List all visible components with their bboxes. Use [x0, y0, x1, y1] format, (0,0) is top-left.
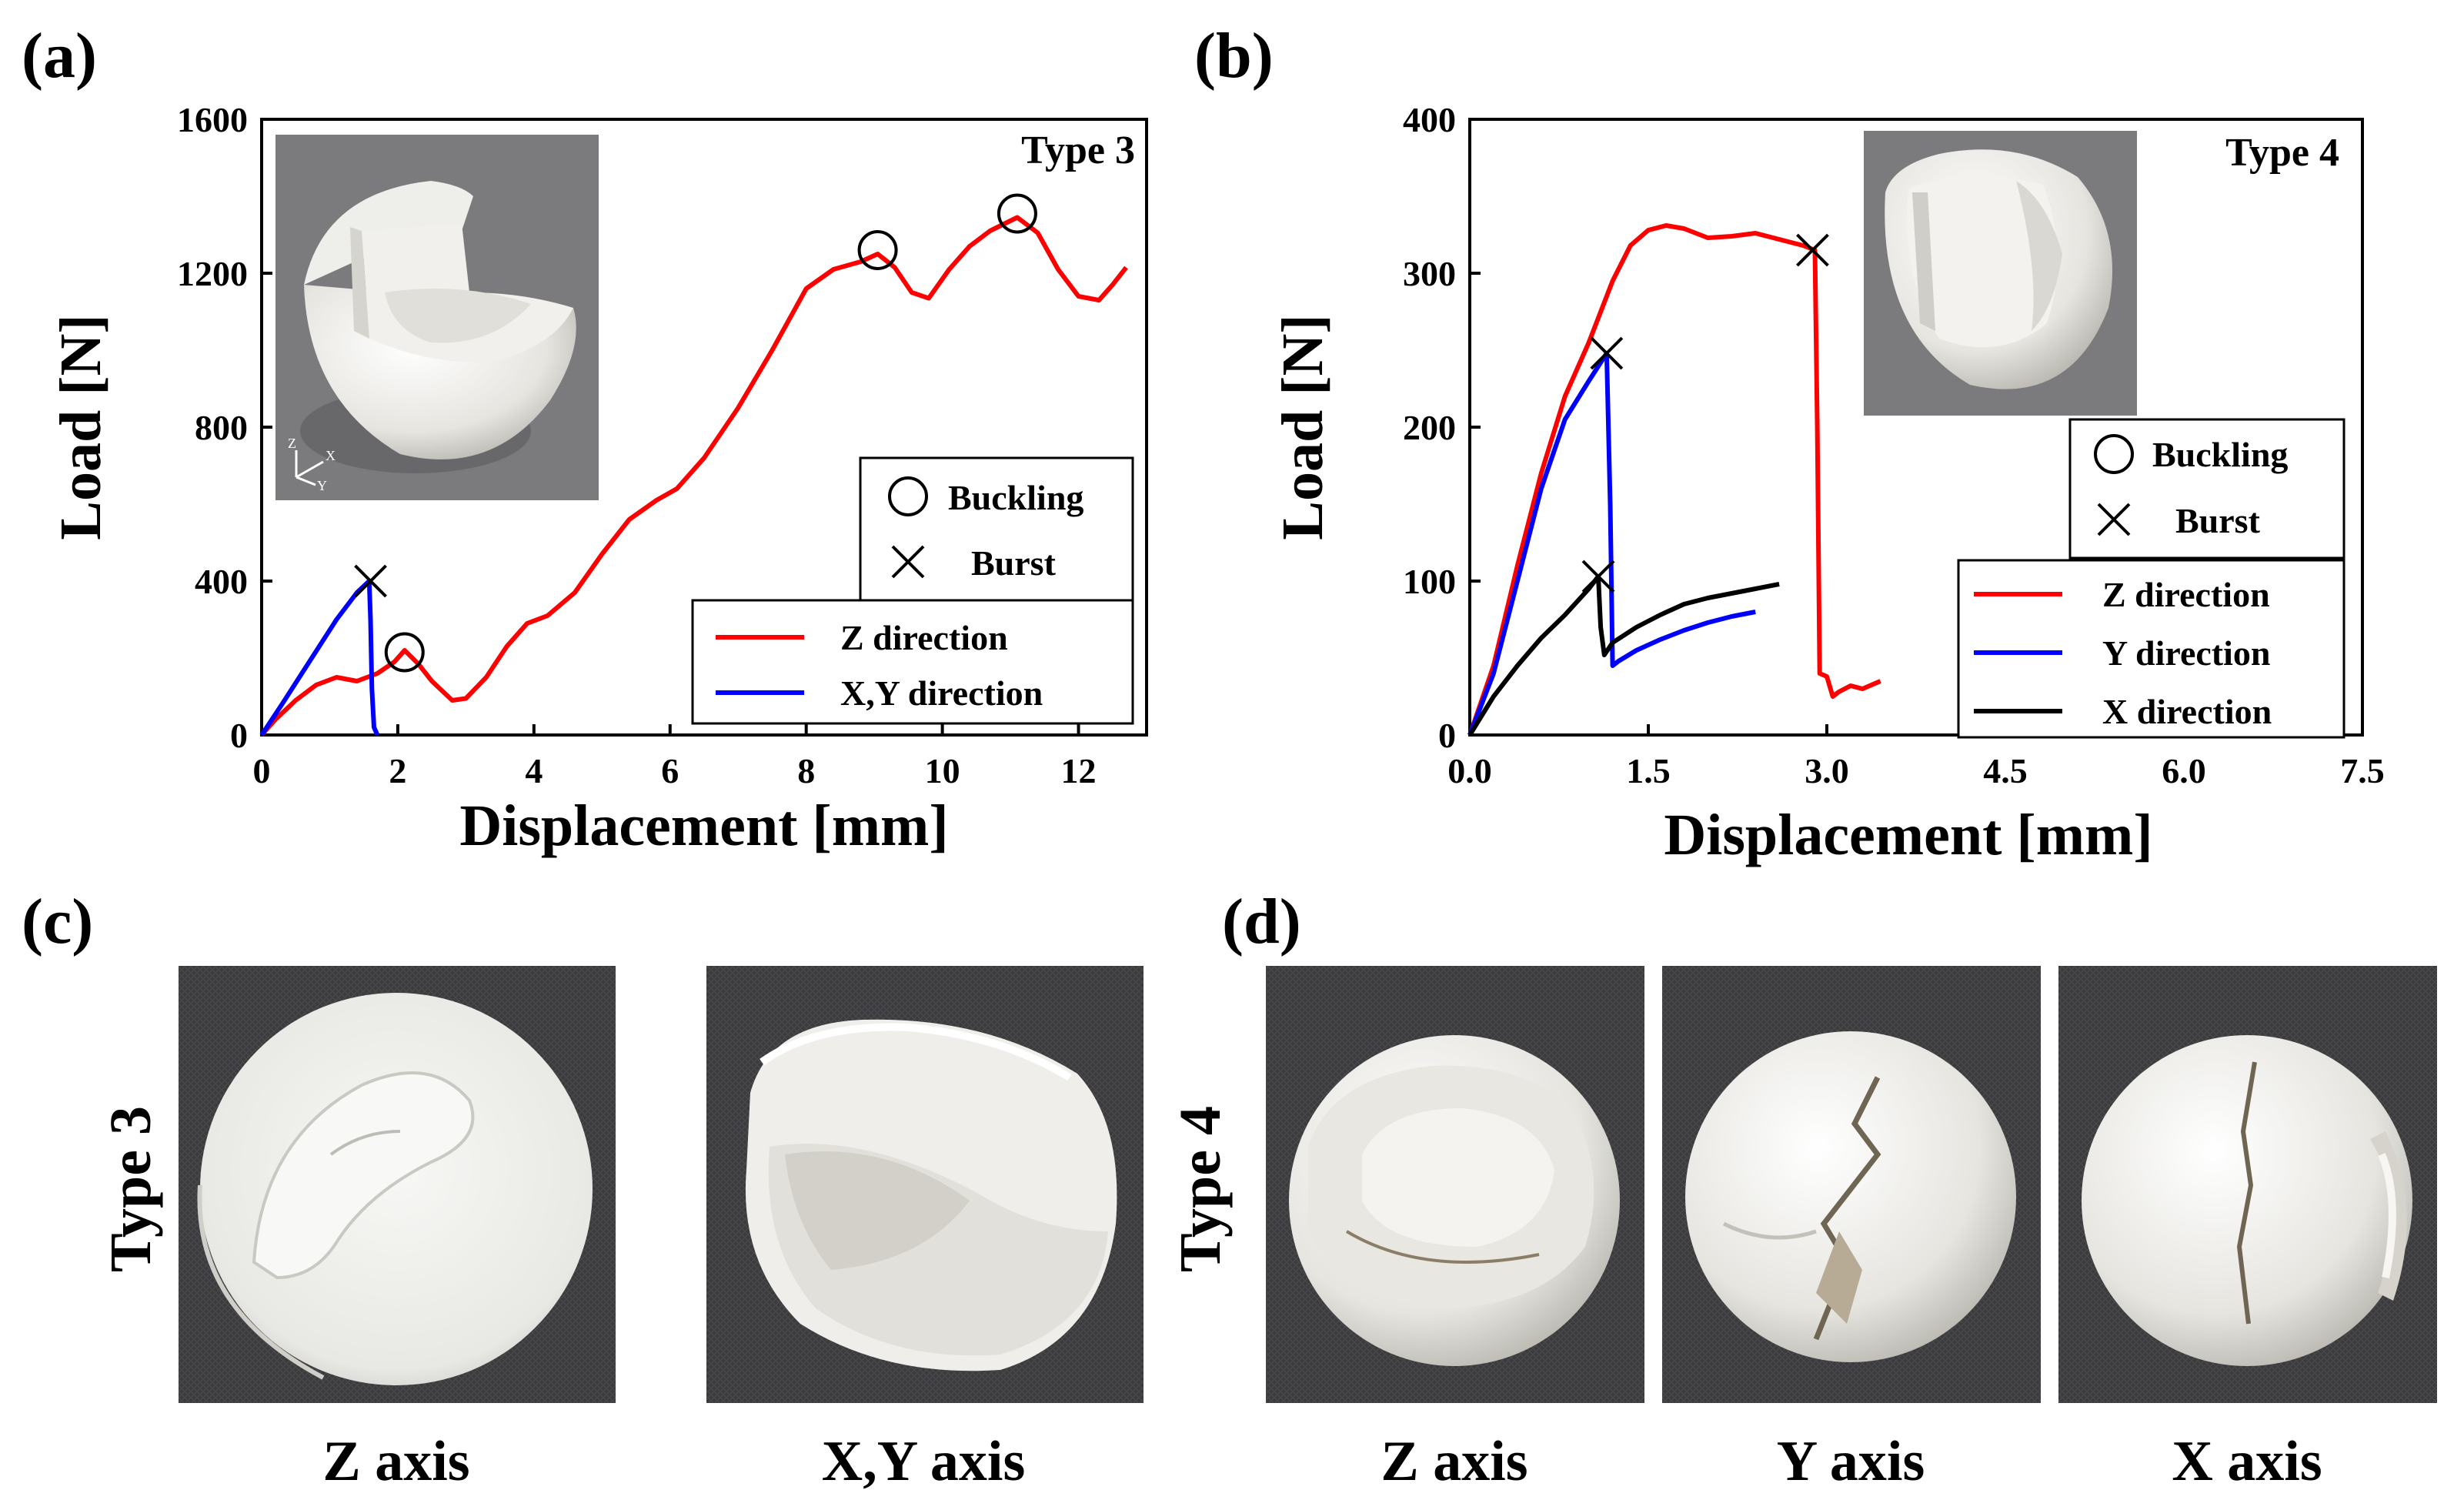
- x-tick-label-a-4: 8: [797, 751, 815, 790]
- y-tick-label-a-2: 800: [195, 408, 248, 447]
- x-tick-label-a-2: 4: [525, 751, 543, 790]
- x-tick-label-a-6: 12: [1061, 751, 1097, 790]
- x-axis-title-b: Displacement [mm]: [1664, 803, 2152, 867]
- y-tick-label-a-4: 1600: [177, 100, 248, 139]
- legend-markers-b: Buckling Burst: [2068, 418, 2345, 560]
- legend-z-label: Z direction: [840, 618, 1008, 657]
- x-tick-label-b-4: 6.0: [2162, 751, 2206, 790]
- buckling-marker-a-3: [997, 193, 1037, 234]
- y-tick-label-b-0: 0: [1438, 716, 1456, 755]
- panel-b-letter: (b): [1194, 20, 1274, 92]
- burst-marker-b-1: [1581, 560, 1615, 593]
- x-tick-label-a-1: 2: [389, 751, 406, 790]
- y-tick-label-b-4: 400: [1403, 100, 1456, 139]
- panel-a-letter: (a): [22, 20, 97, 92]
- panel-d-letter: (d): [1222, 886, 1301, 957]
- inset-x-label: X: [326, 448, 336, 463]
- photo-type3-xy-axis: [706, 966, 1144, 1403]
- legend-xy-label: X,Y direction: [840, 673, 1043, 713]
- x-tick-label-a-5: 10: [925, 751, 960, 790]
- legend-z-label-b: Z direction: [2102, 575, 2270, 614]
- x-tick-label-a-3: 6: [661, 751, 679, 790]
- legend-burst-label: Burst: [971, 543, 1057, 583]
- x-tick-label-b-3: 4.5: [1983, 751, 2028, 790]
- markers-group-b: [1581, 233, 1829, 593]
- panel-b: (b) 0.0 1.5 3.0 4.5 6.0 7.5 0 100 200 300 400 Type…: [1194, 20, 2385, 867]
- burst-marker-b-0: [1590, 336, 1624, 370]
- chart-title-a: Type 3: [1021, 129, 1135, 172]
- legend-buckling-label-b: Buckling: [2152, 435, 2288, 474]
- legend-markers-a: Buckling Burst: [859, 456, 1134, 603]
- legend-buckling-symbol-b: [2094, 434, 2134, 474]
- photo-type4-x-axis: [2058, 966, 2437, 1403]
- inset-z-label: Z: [288, 436, 296, 451]
- x-tick-label-b-2: 3.0: [1805, 751, 1849, 790]
- series-line-b-z-direction: [1467, 223, 1881, 736]
- x-tick-label-b-0: 0.0: [1447, 751, 1492, 790]
- y-tick-label-b-2: 200: [1403, 408, 1456, 447]
- y-tick-label-b-3: 300: [1403, 254, 1456, 293]
- legend-x-label-b: X direction: [2102, 692, 2272, 731]
- legend-burst-symbol: [891, 545, 925, 579]
- series-group-b: [1467, 223, 1881, 737]
- caption-d-z-axis: Z axis: [1381, 1430, 1527, 1493]
- legend-series-a: Z direction X,Y direction: [691, 599, 1134, 725]
- y-tick-label-a-3: 1200: [177, 254, 248, 293]
- panel-c-letter: (c): [22, 886, 93, 957]
- inset-y-label: Y: [317, 478, 327, 493]
- panel-d: (d) Type 4 Z axis Y axis X axis: [1168, 886, 2437, 1493]
- markers-group-a: [354, 193, 1037, 673]
- burst-marker-a-0: [354, 564, 387, 598]
- photo-type4-y-axis: [1662, 966, 2041, 1403]
- y-tick-label-a-0: 0: [230, 716, 248, 755]
- type3-specimen-photo: Z X Y: [275, 135, 599, 500]
- caption-c-z-axis: Z axis: [322, 1430, 469, 1493]
- caption-d-x-axis: X axis: [2172, 1430, 2322, 1493]
- axis-ticks-b: 0.0 1.5 3.0 4.5 6.0 7.5 0 100 200 300 400: [1403, 100, 2385, 790]
- y-axis-title-b: Load [N]: [1270, 314, 1335, 540]
- y-axis-title-a: Load [N]: [48, 314, 113, 540]
- burst-marker-b-2: [1796, 233, 1829, 267]
- caption-c-xy-axis: X,Y axis: [822, 1430, 1026, 1493]
- series-line-b-y-direction: [1467, 351, 1756, 737]
- photo-type3-z-axis: [179, 966, 616, 1403]
- x-tick-label-a-0: 0: [253, 751, 271, 790]
- axis-ticks-a: 0 2 4 6 8 10 12 0 400 800 1200 1600: [177, 100, 1097, 790]
- legend-buckling-label: Buckling: [948, 478, 1083, 517]
- buckling-marker-a-1: [384, 632, 425, 673]
- chart-title-b: Type 4: [2225, 131, 2339, 175]
- legend-series-b: Z direction Y direction X direction: [1957, 559, 2345, 739]
- x-tick-label-b-1: 1.5: [1626, 751, 1671, 790]
- legend-burst-symbol-b: [2097, 503, 2131, 536]
- series-line-b-x-direction: [1467, 574, 1780, 737]
- x-tick-label-b-5: 7.5: [2340, 751, 2385, 790]
- y-tick-label-a-1: 400: [195, 562, 248, 601]
- buckling-marker-a-2: [857, 230, 898, 270]
- legend-buckling-symbol: [888, 476, 928, 516]
- row-label-type4: Type 4: [1168, 1106, 1233, 1272]
- legend-burst-label-b: Burst: [2175, 501, 2261, 540]
- type4-specimen-photo: [1864, 131, 2137, 416]
- panel-a: (a) Z X Y 0 2 4 6 8 10 12 0 400 800 1200 1600 Type …: [22, 20, 1148, 858]
- photo-type4-z-axis: [1266, 966, 1644, 1403]
- caption-d-y-axis: Y axis: [1777, 1430, 1925, 1493]
- legend-y-label-b: Y direction: [2102, 633, 2270, 673]
- row-label-type3: Type 3: [98, 1106, 163, 1272]
- y-tick-label-b-1: 100: [1403, 562, 1456, 601]
- panel-c: (c) Type 3 Z axis X,Y axis: [22, 886, 1144, 1493]
- series-line-a-x-y-direction: [259, 579, 380, 737]
- x-axis-title-a: Displacement [mm]: [459, 793, 948, 858]
